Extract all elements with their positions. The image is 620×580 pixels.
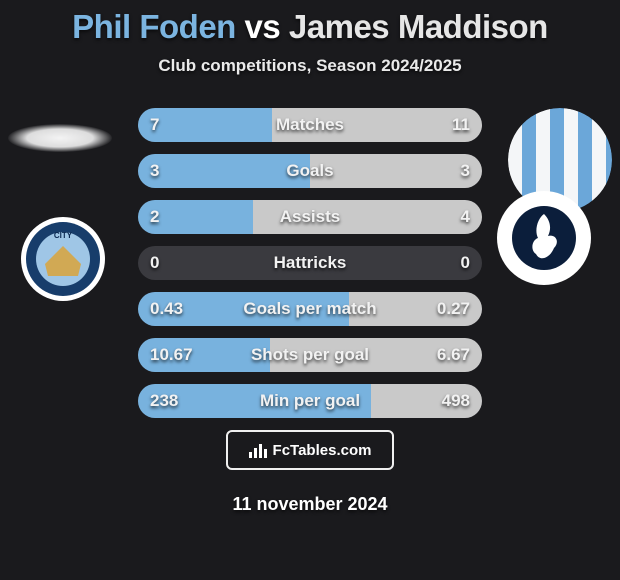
stat-bar: 3 3 Goals — [138, 154, 482, 188]
stat-value-left: 0 — [150, 253, 159, 273]
player2-name: James Maddison — [289, 8, 548, 45]
stat-label: Assists — [280, 207, 340, 227]
stat-value-left: 7 — [150, 115, 159, 135]
stat-value-right: 4 — [461, 207, 470, 227]
stat-label: Min per goal — [260, 391, 360, 411]
stat-value-right: 3 — [461, 161, 470, 181]
stat-value-right: 498 — [442, 391, 470, 411]
stat-value-right: 6.67 — [437, 345, 470, 365]
stat-fill-left — [138, 154, 310, 188]
stat-label: Goals — [286, 161, 333, 181]
stat-bar: 2 4 Assists — [138, 200, 482, 234]
stat-bars: 7 11 Matches 3 3 Goals 2 4 Assists 0 0 Hattricks 0.4… — [138, 108, 482, 418]
stat-bar: 10.67 6.67 Shots per goal — [138, 338, 482, 372]
stat-bar: 7 11 Matches — [138, 108, 482, 142]
player2-club-crest — [496, 190, 592, 286]
stat-value-left: 3 — [150, 161, 159, 181]
stat-value-right: 0 — [461, 253, 470, 273]
stat-label: Hattricks — [274, 253, 347, 273]
player1-photo-shadow — [8, 124, 112, 152]
stat-label: Goals per match — [243, 299, 376, 319]
stat-value-left: 238 — [150, 391, 178, 411]
stat-value-left: 2 — [150, 207, 159, 227]
comparison-title: Phil Foden vs James Maddison — [0, 0, 620, 46]
stat-value-left: 0.43 — [150, 299, 183, 319]
player1-name: Phil Foden — [72, 8, 236, 45]
stat-bar: 0 0 Hattricks — [138, 246, 482, 280]
stat-value-right: 11 — [452, 115, 470, 135]
brand-chart-icon — [249, 442, 267, 458]
stat-bar: 238 498 Min per goal — [138, 384, 482, 418]
player1-club-crest: CITY — [20, 216, 106, 302]
comparison-subtitle: Club competitions, Season 2024/2025 — [0, 56, 620, 76]
stat-fill-right — [310, 154, 482, 188]
stat-label: Shots per goal — [251, 345, 369, 365]
stat-value-right: 0.27 — [437, 299, 470, 319]
vs-text: vs — [245, 8, 281, 45]
stat-value-left: 10.67 — [150, 345, 193, 365]
stat-bar: 0.43 0.27 Goals per match — [138, 292, 482, 326]
comparison-date: 11 november 2024 — [232, 494, 387, 515]
stat-label: Matches — [276, 115, 344, 135]
brand-badge: FcTables.com — [226, 430, 394, 470]
svg-text:CITY: CITY — [54, 231, 73, 240]
brand-text: FcTables.com — [273, 442, 372, 459]
